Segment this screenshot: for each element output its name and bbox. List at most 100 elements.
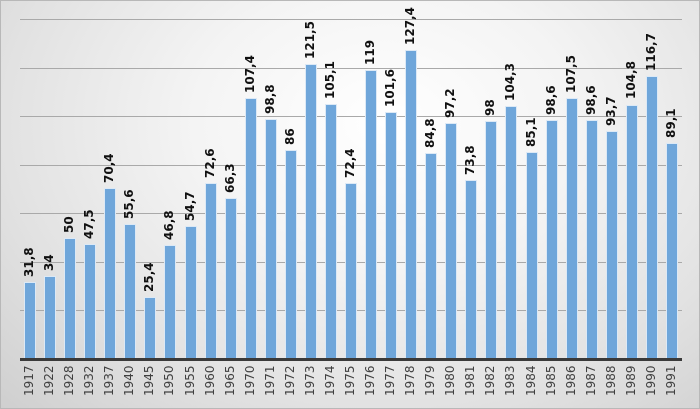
data-label: 127,4 (403, 6, 418, 45)
data-label: 86 (282, 128, 297, 146)
x-tick-label: 1989 (623, 365, 638, 396)
gridline (20, 164, 682, 166)
bar-1945 (144, 297, 157, 358)
bar-1986 (565, 97, 578, 358)
x-tick-label: 1981 (463, 365, 478, 396)
bar-1972 (284, 150, 297, 358)
x-tick-label: 1976 (363, 365, 378, 396)
x-tick-label: 1922 (42, 365, 57, 396)
bar-1950 (164, 245, 177, 358)
data-label: 121,5 (302, 20, 317, 59)
data-label: 72,4 (343, 148, 357, 179)
x-tick-label: 1937 (102, 365, 117, 396)
data-label: 107,4 (242, 55, 257, 94)
bar-1979 (425, 153, 438, 358)
x-tick-label: 1973 (302, 365, 317, 396)
bar-1990 (645, 75, 658, 358)
x-tick-label: 1972 (282, 365, 297, 396)
bar-1973 (304, 63, 317, 358)
x-tick-label: 1974 (322, 365, 337, 396)
gridline (20, 67, 682, 69)
bar-1982 (485, 121, 498, 358)
data-label: 34 (42, 254, 57, 272)
x-tick-label: 1984 (523, 365, 538, 396)
bar-1971 (264, 119, 277, 358)
bar-1983 (505, 105, 518, 358)
bar-1975 (345, 183, 357, 358)
x-tick-label: 1990 (643, 365, 658, 396)
data-label: 72,6 (202, 148, 217, 178)
data-label: 104,3 (503, 62, 518, 101)
bar-1987 (585, 119, 598, 358)
bar-1937 (104, 188, 117, 358)
bar-1991 (665, 142, 678, 358)
plot-area: 31,8 34 50 47,5 70,4 55,6 25,4 46,8 54,7 72,6 66,3… (20, 7, 682, 361)
data-label: 73,8 (463, 145, 478, 175)
x-tick-label: 1980 (443, 365, 458, 396)
data-label: 47,5 (82, 209, 97, 239)
data-label: 25,4 (142, 262, 157, 293)
bar-1922 (44, 276, 57, 358)
data-label: 70,4 (102, 153, 117, 184)
bar-1955 (184, 226, 197, 358)
bar-1965 (224, 198, 237, 358)
data-label: 50 (62, 215, 77, 233)
x-tick-label: 1985 (543, 365, 558, 396)
data-label: 54,7 (182, 191, 197, 222)
data-label: 101,6 (383, 69, 398, 108)
data-label: 31,8 (22, 247, 37, 277)
bar-1978 (405, 49, 418, 358)
bar-1960 (204, 182, 217, 358)
data-label: 93,7 (603, 96, 618, 127)
bar-1917 (24, 281, 37, 358)
x-tick-label: 1960 (202, 365, 217, 396)
data-label: 104,8 (623, 61, 638, 100)
bar-1980 (445, 122, 458, 358)
data-label: 98,8 (262, 84, 277, 115)
x-tick-label: 1928 (62, 365, 77, 396)
bar-1928 (64, 237, 77, 358)
x-tick-label: 1971 (262, 365, 277, 396)
data-label: 85,1 (523, 117, 538, 148)
x-tick-label: 1977 (383, 365, 398, 396)
bar-1989 (625, 104, 638, 358)
data-label: 116,7 (643, 32, 658, 71)
x-tick-label: 1975 (343, 365, 357, 396)
data-label: 98 (483, 99, 498, 116)
bar-1940 (124, 223, 137, 358)
x-tick-label: 1983 (503, 365, 518, 396)
x-tick-label: 1987 (583, 365, 598, 396)
gridline (20, 19, 682, 20)
data-label: 89,1 (663, 108, 678, 138)
x-tick-label: 1991 (663, 365, 678, 396)
bar-1981 (465, 179, 478, 358)
x-tick-label: 1970 (242, 365, 257, 396)
bar-1977 (385, 112, 398, 358)
x-tick-label: 1988 (603, 365, 618, 396)
data-label: 97,2 (443, 88, 458, 118)
bar-1974 (324, 103, 337, 358)
x-tick-label: 1978 (403, 365, 418, 396)
x-tick-label: 1965 (222, 365, 237, 396)
data-label: 98,6 (543, 84, 558, 115)
x-axis-line (20, 358, 682, 361)
x-tick-label: 1940 (122, 365, 137, 396)
bar-1970 (244, 98, 257, 358)
data-label: 46,8 (162, 210, 177, 241)
x-tick-label: 1986 (563, 365, 578, 396)
data-label: 84,8 (423, 118, 438, 149)
x-tick-label: 1982 (483, 365, 498, 396)
bar-1932 (84, 243, 97, 358)
x-tick-label: 1932 (82, 365, 97, 396)
bar-1976 (365, 70, 378, 358)
data-label: 107,5 (563, 54, 578, 93)
x-tick-label: 1955 (182, 365, 197, 396)
data-label: 119 (363, 39, 378, 65)
data-label: 55,6 (122, 189, 137, 219)
data-label: 105,1 (322, 60, 337, 99)
bar-1985 (545, 119, 558, 358)
x-tick-label: 1950 (162, 365, 177, 396)
x-tick-label: 1945 (142, 365, 157, 396)
x-tick-label: 1979 (423, 365, 438, 396)
